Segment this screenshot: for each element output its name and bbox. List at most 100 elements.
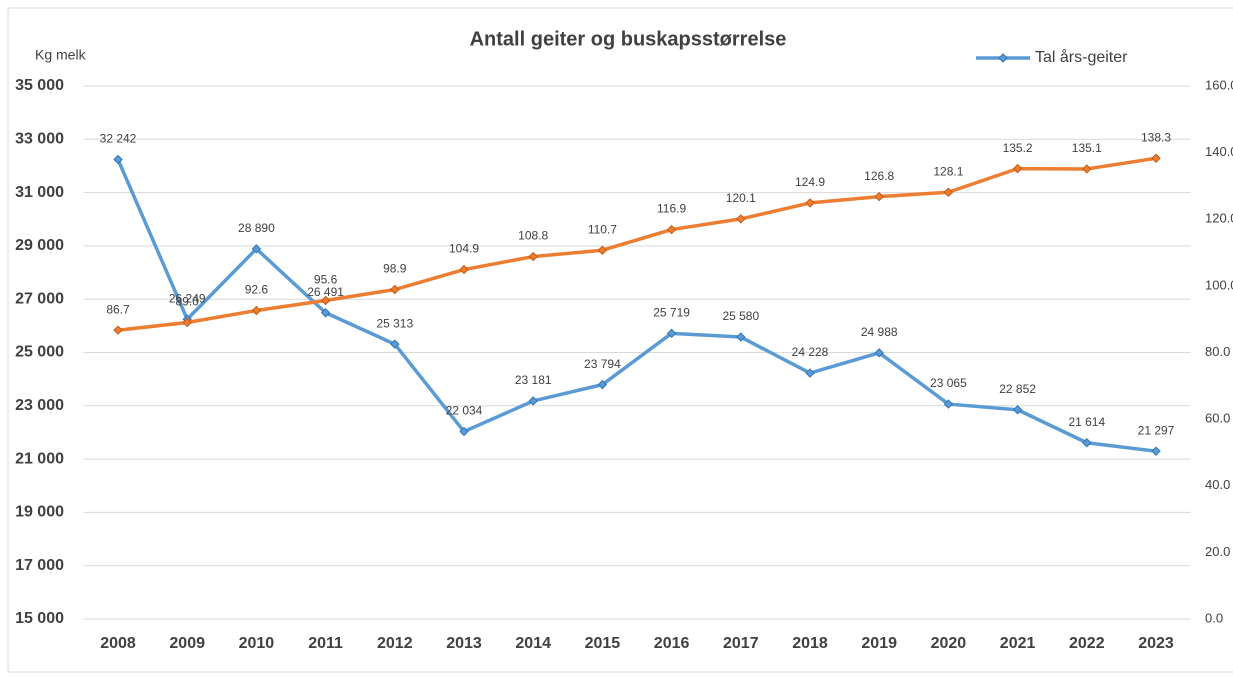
y2-tick-label: 160.0 xyxy=(1205,77,1233,92)
marker xyxy=(528,396,538,406)
x-tick-label: 2015 xyxy=(585,635,621,652)
x-tick-label: 2011 xyxy=(308,635,343,652)
marker xyxy=(805,198,815,208)
data-label: 89.0 xyxy=(176,295,200,309)
x-tick-label: 2008 xyxy=(100,635,136,652)
data-label: 92.6 xyxy=(245,283,269,297)
y-tick-label: 31 000 xyxy=(15,184,64,201)
x-tick-label: 2013 xyxy=(446,635,482,652)
marker xyxy=(597,245,608,255)
marker xyxy=(943,399,954,409)
data-label: 26 249 xyxy=(169,291,206,305)
data-label: 98.9 xyxy=(383,262,407,276)
marker xyxy=(874,191,884,202)
marker xyxy=(528,251,538,262)
data-label: 110.7 xyxy=(588,222,617,236)
data-label: 23 794 xyxy=(584,357,621,371)
marker xyxy=(1012,163,1023,174)
marker xyxy=(1082,164,1092,174)
data-label: 22 034 xyxy=(446,404,483,418)
data-label: 23 065 xyxy=(930,376,967,390)
marker xyxy=(1082,438,1092,448)
y-tick-label: 17 000 xyxy=(15,557,64,574)
data-label: 21 614 xyxy=(1068,415,1105,429)
data-label: 22 852 xyxy=(999,382,1036,396)
marker xyxy=(251,244,262,254)
y2-tick-label: 140.0 xyxy=(1205,144,1233,159)
marker xyxy=(736,332,746,342)
marker xyxy=(251,305,262,316)
y-tick-label: 19 000 xyxy=(15,504,64,521)
x-tick-label: 2023 xyxy=(1138,635,1174,652)
data-label: 128.1 xyxy=(933,164,963,178)
marker xyxy=(390,339,400,349)
marker xyxy=(459,264,469,275)
y2-tick-label: 100.0 xyxy=(1205,277,1233,292)
marker xyxy=(666,328,677,339)
marker xyxy=(390,284,400,295)
marker xyxy=(736,214,746,224)
x-tick-label: 2017 xyxy=(723,635,759,652)
data-label: 86.7 xyxy=(106,302,130,316)
data-label: 28 890 xyxy=(238,221,275,235)
chart-border xyxy=(7,7,1233,673)
x-tick-label: 2012 xyxy=(377,635,413,652)
data-label: 108.8 xyxy=(518,229,548,243)
data-label: 95.6 xyxy=(314,273,338,287)
y-tick-label: 25 000 xyxy=(15,344,64,361)
marker xyxy=(113,325,123,335)
y-tick-label: 15 000 xyxy=(15,610,64,627)
data-label: 126.8 xyxy=(864,169,894,183)
data-label: 104.9 xyxy=(449,242,479,256)
data-label: 24 228 xyxy=(792,345,829,359)
marker xyxy=(320,308,331,318)
legend-marker xyxy=(998,53,1008,63)
marker xyxy=(113,154,123,165)
y-tick-label: 21 000 xyxy=(15,450,64,467)
data-label: 138.3 xyxy=(1141,130,1171,144)
series-line xyxy=(116,158,1157,453)
marker xyxy=(805,368,815,378)
data-label: 116.9 xyxy=(657,202,686,216)
y-tick-label: 27 000 xyxy=(15,290,64,307)
data-label: 21 297 xyxy=(1138,423,1175,437)
y-tick-label: 29 000 xyxy=(15,237,64,254)
data-label: 135.1 xyxy=(1072,141,1102,155)
x-tick-label: 2018 xyxy=(792,635,828,652)
data-label: 32 242 xyxy=(100,132,137,146)
x-tick-label: 2021 xyxy=(1000,635,1036,652)
marker xyxy=(459,426,469,437)
y2-tick-label: 0.0 xyxy=(1205,610,1223,625)
legend-label: Tal års-geiter xyxy=(1035,48,1128,66)
marker xyxy=(182,317,192,328)
y-axis-label: Kg melk xyxy=(35,47,87,63)
data-label: 23 181 xyxy=(515,373,552,387)
data-label: 26 491 xyxy=(307,285,344,299)
marker xyxy=(1151,446,1161,456)
marker xyxy=(320,295,331,306)
x-tick-label: 2016 xyxy=(654,635,690,652)
series-line xyxy=(117,156,1157,332)
marker xyxy=(874,348,884,358)
x-tick-label: 2014 xyxy=(515,635,551,652)
y2-tick-label: 20.0 xyxy=(1205,544,1230,559)
x-tick-label: 2022 xyxy=(1069,635,1105,652)
y2-tick-label: 40.0 xyxy=(1205,477,1230,492)
x-tick-label: 2020 xyxy=(931,635,967,652)
data-label: 120.1 xyxy=(726,191,756,205)
data-label: 24 988 xyxy=(861,325,898,339)
data-label: 25 719 xyxy=(653,306,690,320)
marker xyxy=(1012,405,1023,415)
y2-tick-label: 80.0 xyxy=(1205,344,1230,359)
marker xyxy=(1151,153,1161,163)
y-tick-label: 23 000 xyxy=(15,397,64,414)
x-tick-label: 2010 xyxy=(239,635,275,652)
x-tick-label: 2009 xyxy=(169,635,205,652)
chart-title: Antall geiter og buskapsstørrelse xyxy=(470,28,787,50)
marker xyxy=(597,379,608,390)
data-label: 135.2 xyxy=(1003,141,1033,155)
y2-tick-label: 60.0 xyxy=(1205,411,1230,426)
y-tick-label: 35 000 xyxy=(15,77,64,94)
